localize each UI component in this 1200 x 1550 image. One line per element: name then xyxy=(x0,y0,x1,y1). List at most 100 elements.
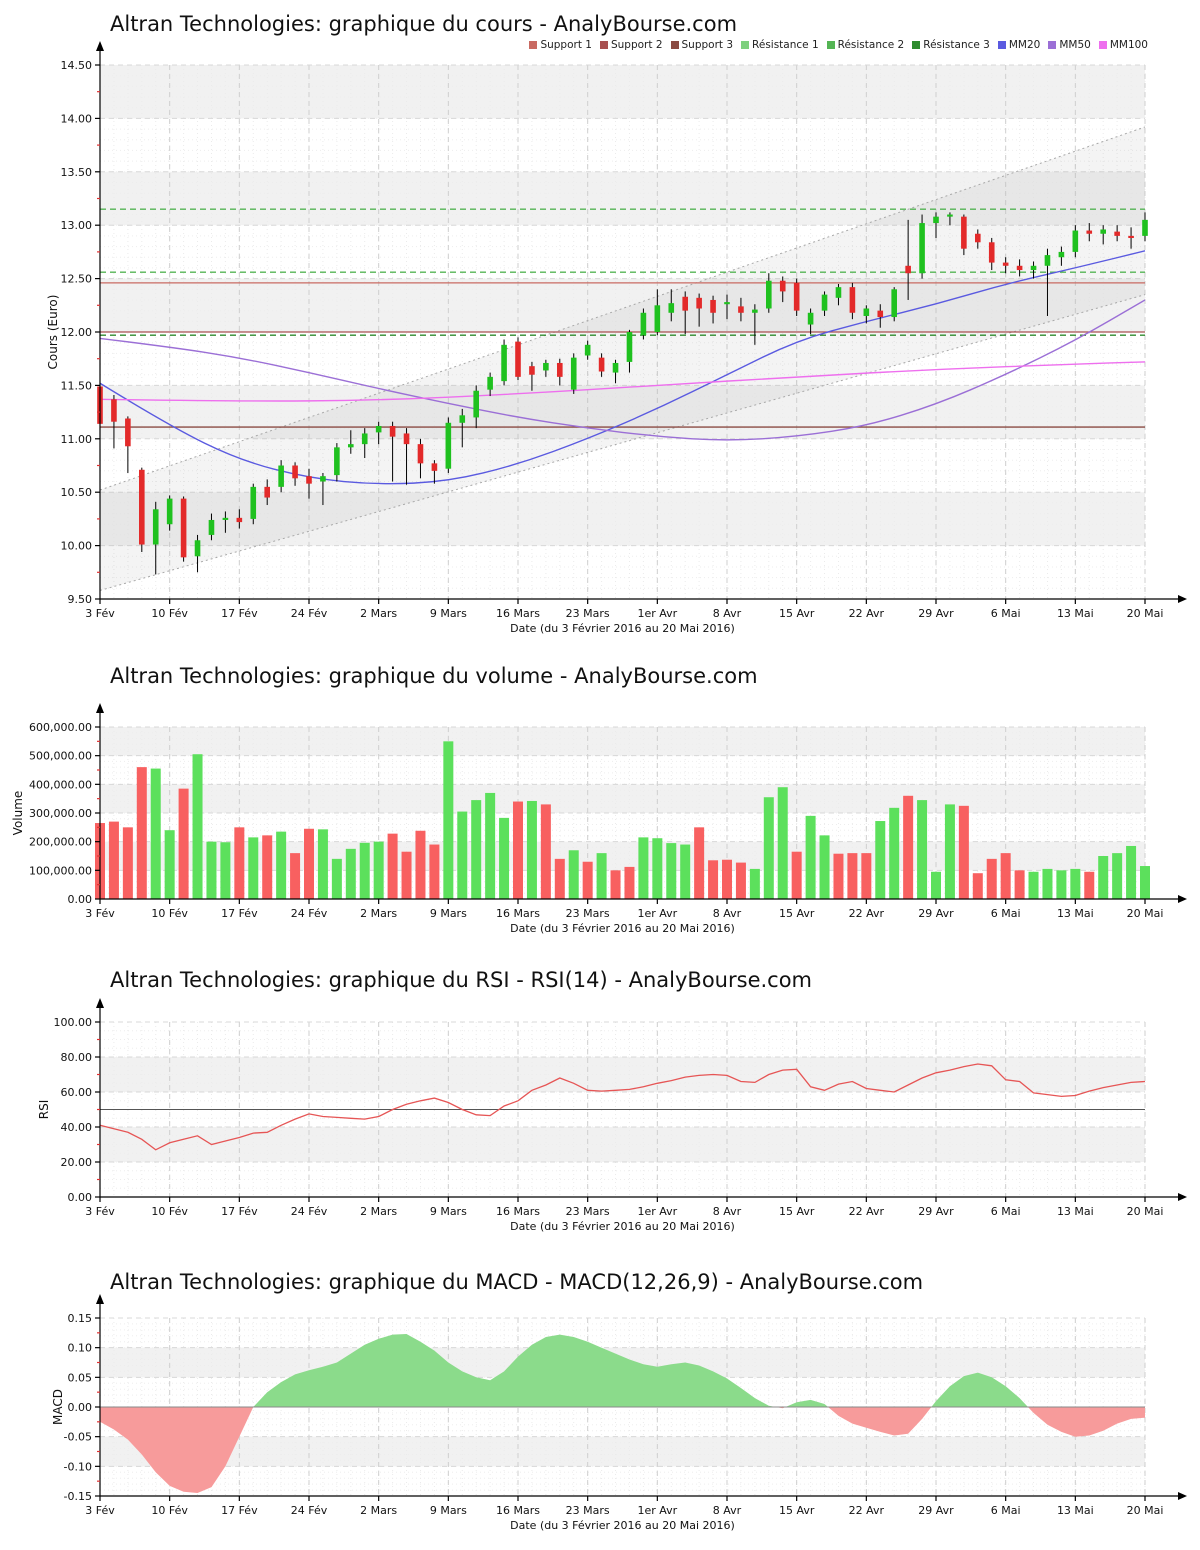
y-tick-label: 0.00 xyxy=(68,1401,93,1414)
candle xyxy=(194,540,201,557)
volume-bar xyxy=(624,866,635,899)
volume-bar xyxy=(958,805,969,899)
candle xyxy=(1142,219,1148,236)
volume-bar xyxy=(1126,845,1137,899)
x-tick-label: 29 Avr xyxy=(918,1504,954,1517)
y-axis-title: Cours (Euro) xyxy=(46,295,60,370)
volume-bars xyxy=(95,741,1150,899)
volume-bar xyxy=(373,841,384,899)
candle xyxy=(1114,231,1120,236)
x-axis-arrow xyxy=(1178,1193,1187,1201)
candle xyxy=(111,399,117,422)
x-tick-label: 2 Mars xyxy=(360,607,397,620)
price-chart-title: Altran Technologies: graphique du cours … xyxy=(110,12,738,36)
candle xyxy=(389,425,396,437)
volume-bar xyxy=(722,859,732,899)
candle xyxy=(682,296,688,311)
volume-bar xyxy=(944,804,955,899)
x-axis-caption: Date (du 3 Février 2016 au 20 Mai 2016) xyxy=(510,1220,735,1233)
y-tick-label: 14.00 xyxy=(61,112,93,125)
legend-swatch xyxy=(670,41,679,49)
x-tick-label: 13 Mai xyxy=(1057,1504,1094,1517)
candle xyxy=(654,305,661,332)
volume-bar xyxy=(443,741,454,899)
rsi-chart: 0.00 20.00 40.00 60.00 80.00 100.00 3 Fév 10 Fé… xyxy=(37,998,1187,1233)
volume-bar xyxy=(540,804,551,899)
volume-bar xyxy=(526,800,537,899)
volume-bar xyxy=(931,871,941,899)
candle xyxy=(891,289,897,318)
x-tick-label: 3 Fév xyxy=(85,907,115,920)
candle xyxy=(306,476,312,484)
y-tick-label: 11.00 xyxy=(61,433,93,446)
candle xyxy=(417,444,424,464)
candle xyxy=(1016,265,1023,271)
volume-bar xyxy=(108,821,119,899)
candle xyxy=(459,415,466,423)
y-tick-label: 9.50 xyxy=(68,593,93,606)
x-tick-label: 22 Avr xyxy=(849,1205,885,1218)
x-axis-caption: Date (du 3 Février 2016 au 20 Mai 2016) xyxy=(510,1519,735,1532)
candle xyxy=(264,486,270,498)
candle xyxy=(807,312,814,325)
y-tick-label: 10.50 xyxy=(61,486,93,499)
y-tick-label: 13.00 xyxy=(61,219,93,232)
candle xyxy=(919,223,925,274)
x-tick-label: 24 Fév xyxy=(291,607,328,620)
x-axis-caption: Date (du 3 Février 2016 au 20 Mai 2016) xyxy=(510,622,735,635)
candle xyxy=(180,498,187,558)
x-tick-label: 17 Fév xyxy=(221,1504,258,1517)
x-tick-label: 16 Mars xyxy=(496,1504,540,1517)
x-tick-label: 17 Fév xyxy=(221,607,258,620)
volume-bar xyxy=(568,850,579,899)
candle xyxy=(584,344,591,356)
volume-bar xyxy=(972,873,983,899)
legend-label: MM100 xyxy=(1109,39,1148,51)
y-tick-label: -0.10 xyxy=(64,1460,92,1473)
x-tick-label: 1er Avr xyxy=(637,1504,677,1517)
y-tick-label: 500,000.00 xyxy=(29,750,92,763)
volume-bar xyxy=(1140,866,1150,899)
candle xyxy=(975,233,981,243)
volume-chart-title: Altran Technologies: graphique du volume… xyxy=(110,664,758,688)
candle xyxy=(793,282,800,311)
candle xyxy=(361,433,368,445)
volume-bar xyxy=(401,851,412,899)
x-tick-label: 1er Avr xyxy=(637,607,677,620)
candle xyxy=(501,344,507,382)
candle xyxy=(125,418,131,447)
x-tick-label: 15 Avr xyxy=(779,1504,815,1517)
x-tick-label: 10 Fév xyxy=(151,1504,188,1517)
volume-bar xyxy=(917,800,928,899)
y-tick-label: 600,000.00 xyxy=(29,721,92,734)
volume-bar xyxy=(513,801,523,899)
legend-label: Résistance 3 xyxy=(923,39,990,51)
y-tick-label: 400,000.00 xyxy=(29,778,92,791)
candle xyxy=(222,517,229,520)
volume-bar xyxy=(610,870,621,899)
x-tick-label: 8 Avr xyxy=(713,1205,742,1218)
volume-bar xyxy=(220,842,231,899)
volume-bar xyxy=(262,835,273,899)
volume-bar xyxy=(847,853,858,899)
volume-bar xyxy=(471,800,482,899)
volume-bar xyxy=(345,848,356,899)
legend-label: MM20 xyxy=(1008,39,1041,51)
x-tick-label: 2 Mars xyxy=(360,907,397,920)
candle xyxy=(779,280,786,292)
volume-bar xyxy=(136,767,147,899)
volume-chart: 0.00 100,000.00 200,000.00 300,000.00 400,00… xyxy=(11,703,1187,935)
candle xyxy=(1128,235,1134,239)
price-chart-legend: Support 1 Support 2 Support 3 Résistance 1 R… xyxy=(529,39,1148,51)
x-tick-label: 15 Avr xyxy=(779,1205,815,1218)
legend-label: Résistance 1 xyxy=(752,39,819,51)
volume-bar xyxy=(708,860,719,899)
volume-bar xyxy=(596,853,607,899)
volume-bar xyxy=(805,815,816,899)
candle xyxy=(988,242,995,263)
x-tick-label: 23 Mars xyxy=(566,1504,610,1517)
candle xyxy=(278,465,284,487)
legend-swatch xyxy=(1098,41,1107,49)
volume-bar xyxy=(276,831,287,899)
candle xyxy=(473,390,479,418)
